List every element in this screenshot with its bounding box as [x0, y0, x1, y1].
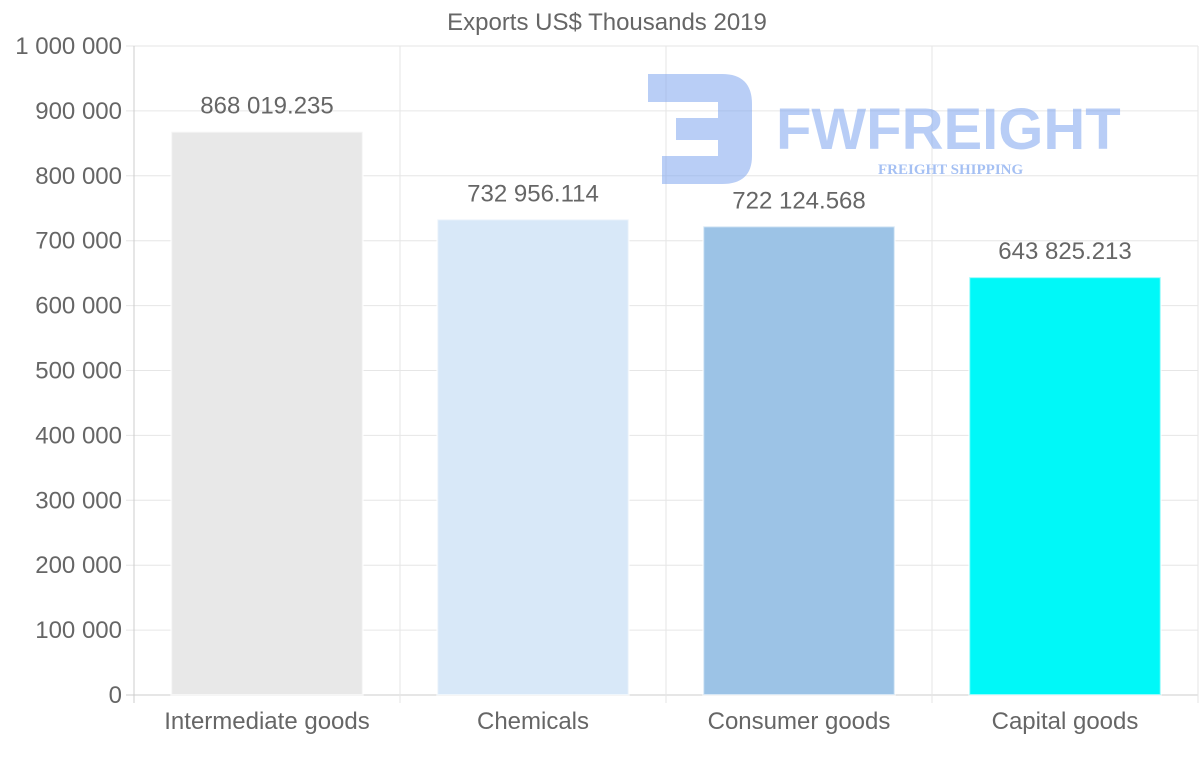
y-tick-label: 0 [109, 682, 122, 709]
bars: 868 019.235 732 956.114 722 124.568 643 825… [170, 93, 1162, 696]
y-tick-label: 200 000 [35, 552, 122, 579]
bar-chemicals[interactable] [436, 218, 630, 696]
watermark: FWFREIGHT FREIGHT SHIPPING [648, 74, 1121, 184]
bar-intermediate-goods[interactable] [170, 130, 364, 696]
y-tick-label: 300 000 [35, 487, 122, 514]
data-label: 868 019.235 [200, 93, 333, 120]
x-tick-label: Intermediate goods [164, 708, 369, 735]
watermark-name: FWFREIGHT [776, 97, 1121, 162]
bar-capital-goods[interactable] [968, 276, 1162, 696]
y-tick-label: 100 000 [35, 617, 122, 644]
data-label: 643 825.213 [998, 238, 1131, 265]
y-tick-label: 600 000 [35, 293, 122, 320]
x-tick-label: Consumer goods [708, 708, 891, 735]
y-tick-label: 1 000 000 [15, 33, 122, 60]
y-tick-label: 800 000 [35, 163, 122, 190]
chart-title: Exports US$ Thousands 2019 [447, 9, 767, 36]
y-tick-label: 900 000 [35, 98, 122, 125]
bar-consumer-goods[interactable] [702, 225, 896, 696]
watermark-tagline: FREIGHT SHIPPING [878, 162, 1023, 178]
data-label: 722 124.568 [732, 187, 865, 214]
fwfreight-logo-icon [648, 74, 752, 184]
y-tick-label: 500 000 [35, 358, 122, 385]
y-tick-label: 400 000 [35, 422, 122, 449]
data-label: 732 956.114 [467, 180, 599, 207]
y-tick-label: 700 000 [35, 228, 122, 255]
x-tick-label: Capital goods [992, 708, 1139, 735]
x-tick-label: Chemicals [477, 708, 589, 735]
axes: 0 100 000 200 000 300 000 400 000 500 000 600 … [15, 33, 1138, 735]
